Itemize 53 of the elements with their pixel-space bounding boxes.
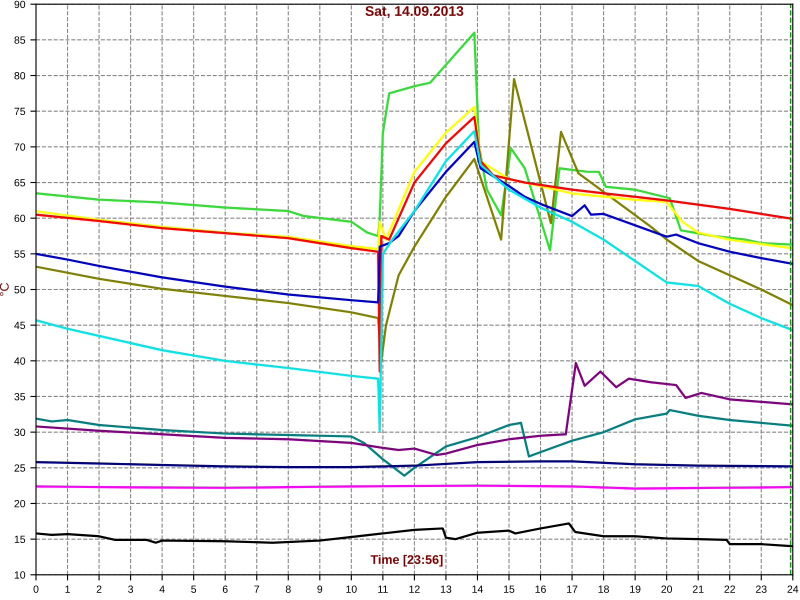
x-tick-label: 24 <box>788 585 798 593</box>
line-series <box>36 106 793 250</box>
y-tick-label: 75 <box>14 108 26 116</box>
x-tick-label: 12 <box>409 585 420 593</box>
x-axis-title: Time [23:56] <box>370 554 442 566</box>
x-tick-label: 10 <box>346 585 357 593</box>
y-tick-label: 70 <box>14 143 26 151</box>
y-tick-label: 65 <box>14 179 26 186</box>
x-tick-label: 20 <box>661 585 672 593</box>
line-series <box>36 78 793 362</box>
x-tick-label: 22 <box>724 585 736 593</box>
x-tick-label: 17 <box>567 586 578 593</box>
x-tick-label: 2 <box>96 585 102 593</box>
y-tick-label: 60 <box>14 214 26 222</box>
x-tick-label: 7 <box>254 586 260 593</box>
x-tick-label: 19 <box>630 585 640 593</box>
y-tick-label: 10 <box>14 571 26 579</box>
x-tick-label: 13 <box>440 585 452 593</box>
x-tick-label: 15 <box>504 586 514 593</box>
y-tick-label: 55 <box>14 250 26 258</box>
x-tick-label: 5 <box>191 586 196 593</box>
x-tick-label: 3 <box>128 585 134 593</box>
x-tick-label: 0 <box>34 585 38 593</box>
y-tick-label: 85 <box>14 36 26 44</box>
x-tick-label: 21 <box>692 585 704 593</box>
x-tick-label: 9 <box>317 585 322 593</box>
y-tick-label: 80 <box>14 72 26 80</box>
y-tick-label: 50 <box>14 286 26 294</box>
line-series <box>36 116 793 373</box>
x-tick-label: 8 <box>286 585 291 593</box>
y-axis-title: °C <box>0 282 9 296</box>
x-tick-label: 1 <box>65 586 70 593</box>
y-tick-label: 20 <box>14 500 26 508</box>
y-tick-label: 40 <box>14 357 26 365</box>
y-tick-label: 90 <box>14 0 26 8</box>
x-tick-label: 16 <box>536 585 546 593</box>
x-tick-label: 23 <box>756 585 767 593</box>
line-series <box>36 408 793 477</box>
x-tick-label: 14 <box>472 586 483 593</box>
line-series <box>36 140 793 304</box>
y-tick-label: 35 <box>14 392 26 400</box>
y-tick-label: 45 <box>14 322 26 330</box>
y-tick-label: 30 <box>14 428 26 436</box>
line-series <box>36 362 793 456</box>
x-tick-label: 6 <box>222 585 228 593</box>
x-tick-label: 4 <box>159 586 165 593</box>
y-tick-label: 25 <box>14 464 26 472</box>
x-tick-label: 11 <box>378 586 388 593</box>
line-series <box>36 32 793 252</box>
chart-title: Sat, 14.09.2013 <box>365 6 464 18</box>
x-tick-label: 18 <box>598 585 609 593</box>
y-tick-label: 15 <box>14 536 26 544</box>
line-series <box>36 130 793 432</box>
